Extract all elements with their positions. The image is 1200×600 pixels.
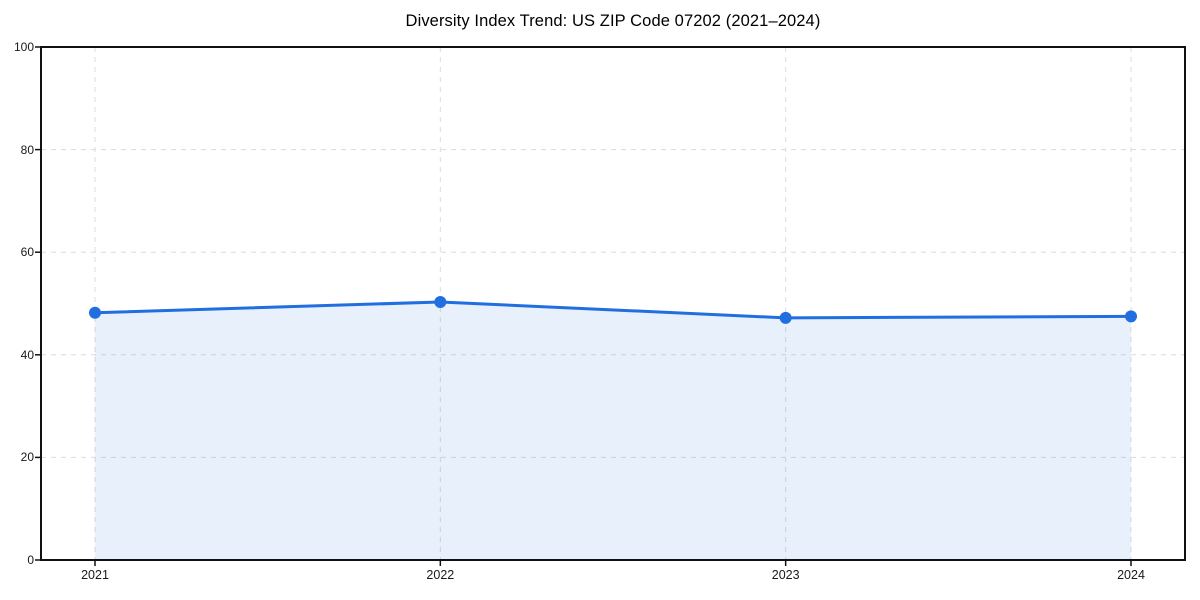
x-tick-label-2023: 2023 bbox=[771, 568, 800, 582]
x-tick-label-2022: 2022 bbox=[426, 568, 455, 582]
y-tick-label-0: 0 bbox=[27, 553, 34, 567]
data-point-marker bbox=[89, 306, 101, 319]
data-point-marker bbox=[1125, 310, 1137, 323]
y-tick-label-80: 80 bbox=[20, 142, 34, 157]
y-tick-label-20: 20 bbox=[20, 450, 34, 465]
y-tick-label-100: 100 bbox=[13, 40, 34, 54]
x-tick-label-2024: 2024 bbox=[1117, 568, 1145, 582]
area-fill bbox=[95, 301, 1131, 560]
y-tick-label-40: 40 bbox=[20, 347, 34, 362]
data-point-marker bbox=[779, 311, 792, 324]
plot-spines bbox=[40, 46, 1186, 561]
y-tick-label-60: 60 bbox=[20, 245, 34, 260]
trend-line bbox=[93, 300, 1133, 320]
chart-title: Diversity Index Trend: US ZIP Code 07202… bbox=[405, 12, 821, 30]
x-tick-label-2021: 2021 bbox=[81, 568, 109, 582]
data-point-marker bbox=[434, 295, 447, 308]
